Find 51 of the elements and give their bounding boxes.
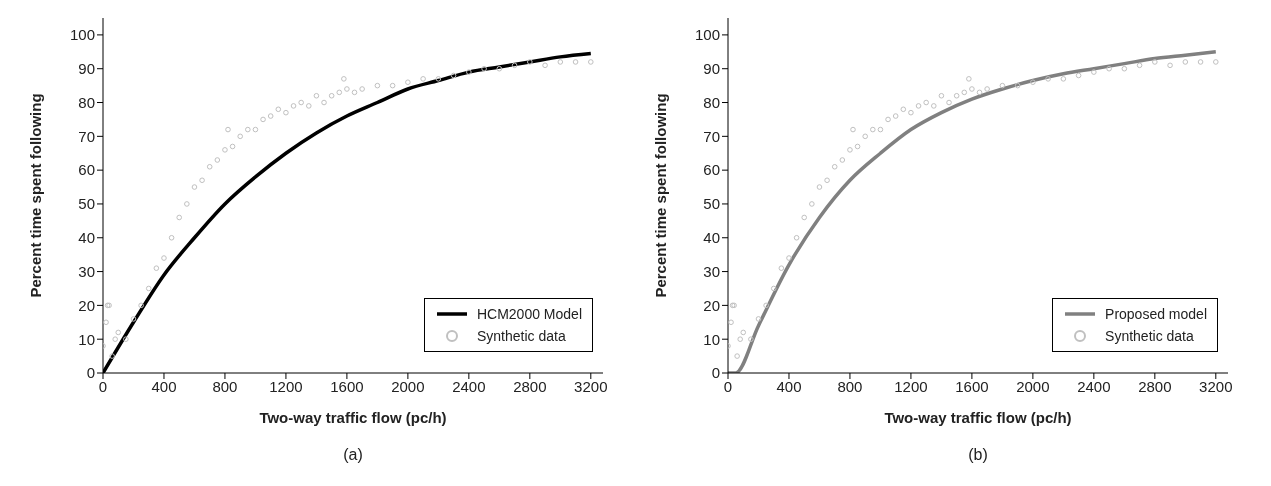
y-tick-label: 0 (86, 364, 95, 382)
x-tick-label: 2000 (391, 377, 425, 395)
x-tick-label: 1200 (269, 377, 303, 395)
x-tick-label: 800 (212, 377, 238, 395)
text: (a) (342, 446, 364, 464)
y-axis-title: Percent time spent following (27, 93, 45, 298)
y-tick-label: 30 (703, 262, 720, 280)
x-axis-title: Two-way traffic flow (pc/h) (259, 409, 447, 426)
legend-label: Proposed model (1105, 306, 1207, 322)
x-tick-label: 0 (98, 377, 108, 395)
x-tick-label: 0 (723, 377, 733, 395)
y-tick-label: 50 (78, 195, 95, 213)
y-tick-label: 40 (703, 229, 720, 247)
y-tick-label: 80 (78, 93, 95, 111)
y-tick-label: 10 (78, 330, 95, 348)
y-tick-label: 70 (703, 127, 720, 145)
x-tick-label: 400 (151, 377, 177, 395)
y-tick-label: 100 (69, 26, 95, 44)
x-tick-label: 2800 (513, 377, 547, 395)
y-tick-label: 90 (703, 60, 720, 78)
y-tick-label: 0 (711, 364, 720, 382)
line-series (728, 50, 1218, 373)
x-tick-label: 3200 (1199, 377, 1233, 395)
y-tick-label: 10 (703, 330, 720, 348)
x-tick-label: 1600 (955, 377, 989, 395)
y-tick-label: 20 (703, 296, 720, 314)
y-tick-label: 80 (703, 93, 720, 111)
y-tick-label: 60 (703, 161, 720, 179)
x-tick-label: 2000 (1016, 377, 1050, 395)
x-tick-label: 2800 (1138, 377, 1172, 395)
y-tick-label: 30 (78, 262, 95, 280)
y-tick-label: 100 (694, 26, 720, 44)
x-tick-label: 1200 (894, 377, 928, 395)
y-tick-label: 20 (78, 296, 95, 314)
legend-label: Synthetic data (476, 328, 566, 344)
legend-label: HCM2000 Model (476, 306, 582, 322)
y-tick-label: 70 (78, 127, 95, 145)
x-tick-label: 400 (776, 377, 802, 395)
y-tick-label: 90 (78, 60, 95, 78)
y-axis-title: Percent time spent following (652, 93, 670, 298)
x-axis-title: Two-way traffic flow (pc/h) (884, 409, 1072, 426)
x-tick-label: 3200 (574, 377, 608, 395)
y-tick-label: 40 (78, 229, 95, 247)
y-tick-label: 50 (703, 195, 720, 213)
y-tick-label: 60 (78, 161, 95, 179)
x-tick-label: 2400 (1077, 377, 1111, 395)
x-tick-label: 800 (837, 377, 863, 395)
text: (b) (967, 446, 989, 464)
x-tick-label: 2400 (452, 377, 486, 395)
legend-label: Synthetic data (1105, 328, 1194, 344)
x-tick-label: 1600 (330, 377, 364, 395)
